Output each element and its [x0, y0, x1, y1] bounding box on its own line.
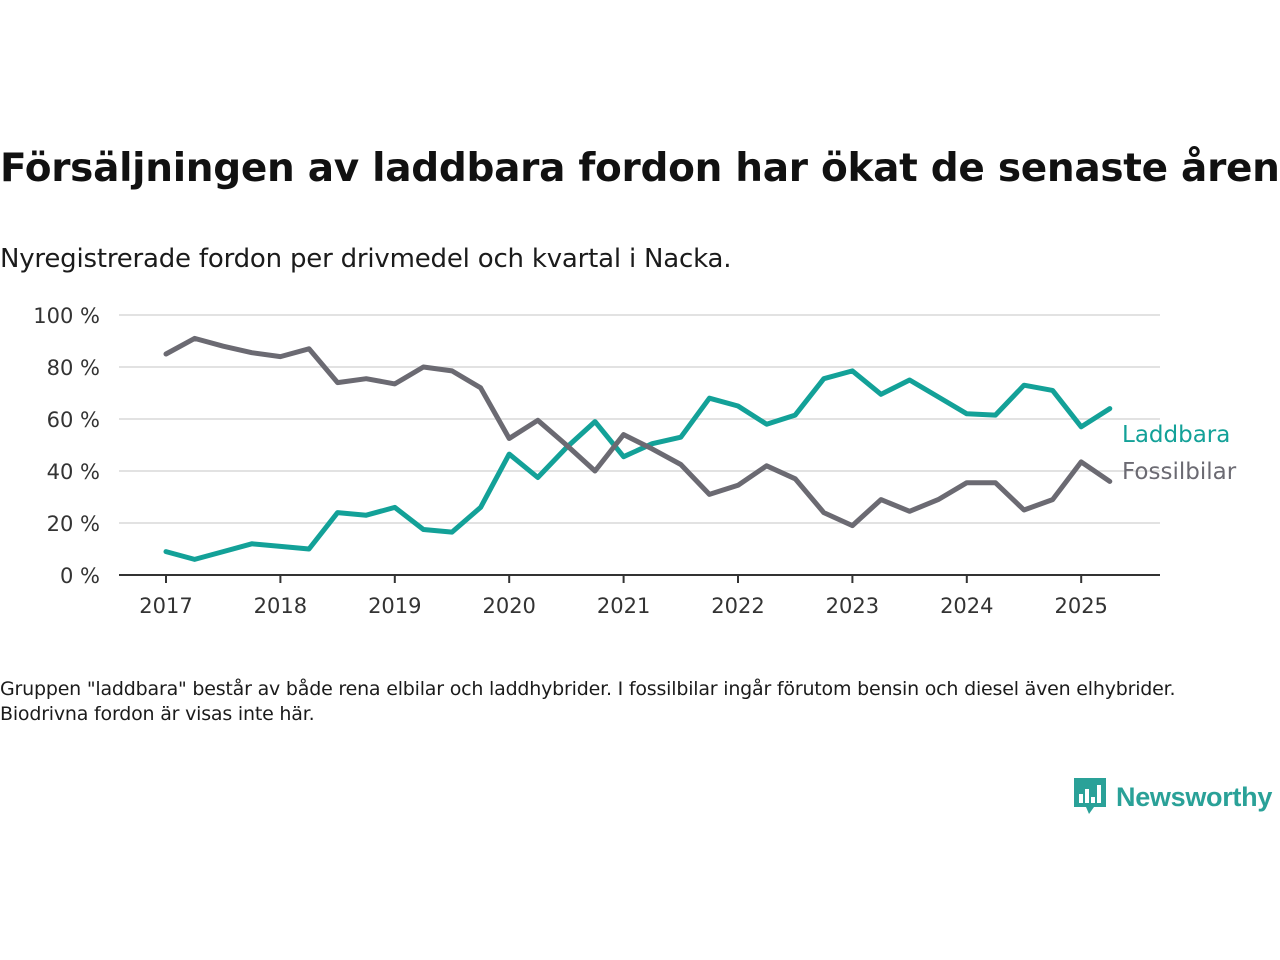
x-axis: 2017 2018 2019 2020 2021 2022 2023 2024 2025: [119, 574, 1160, 618]
y-tick-label: 60 %: [47, 408, 100, 432]
chart-title: Försäljningen av laddbara fordon har öka…: [0, 146, 1280, 191]
x-tick-label: 2018: [254, 594, 307, 618]
series-line-laddbara: [163, 368, 1113, 562]
chart-subtitle: Nyregistrerade fordon per drivmedel och …: [0, 244, 732, 274]
y-tick-label: 100 %: [33, 304, 100, 328]
y-tick-label: 80 %: [47, 356, 100, 380]
x-tick-label: 2025: [1054, 594, 1107, 618]
bar-chart-speech-bubble-icon: [1074, 778, 1106, 814]
x-tick-label: 2019: [368, 594, 421, 618]
x-tick-label: 2020: [482, 594, 535, 618]
chart-footnote: Gruppen "laddbara" består av både rena e…: [0, 678, 1176, 725]
y-tick-label: 20 %: [47, 512, 100, 536]
x-tick-label: 2024: [940, 594, 993, 618]
x-tick-label: 2017: [139, 594, 192, 618]
series-lines: [163, 335, 1113, 562]
x-tick-label: 2021: [597, 594, 650, 618]
series-label-fossilbilar: Fossilbilar: [1122, 459, 1237, 485]
y-tick-label: 0 %: [60, 564, 100, 588]
series-line-fossilbilar: [163, 335, 1113, 529]
newsworthy-logo: Newsworthy: [1072, 776, 1272, 818]
grid-lines: [119, 314, 1160, 524]
series-labels: Laddbara Fossilbilar: [1122, 422, 1237, 485]
brand-name: Newsworthy: [1116, 781, 1273, 812]
line-chart: 0 % 20 % 40 % 60 % 80 % 100 % 2017 2018 2019 202…: [33, 304, 1237, 618]
y-tick-label: 40 %: [47, 460, 100, 484]
y-axis-tick-labels: 0 % 20 % 40 % 60 % 80 % 100 %: [33, 304, 100, 588]
x-tick-label: 2023: [826, 594, 879, 618]
x-tick-label: 2022: [711, 594, 764, 618]
series-label-laddbara: Laddbara: [1122, 422, 1230, 448]
